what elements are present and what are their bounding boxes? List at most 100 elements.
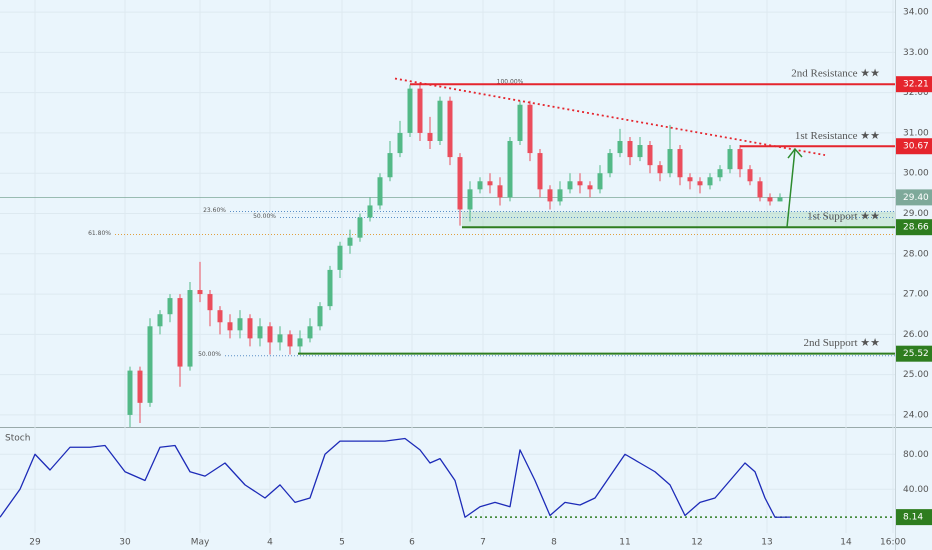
candle-body xyxy=(437,100,443,141)
candle-body xyxy=(217,310,223,323)
candle-body xyxy=(127,370,133,415)
y-tick-label: 26.00 xyxy=(903,330,929,340)
x-tick-label: 14 xyxy=(840,538,852,548)
candle-body xyxy=(287,334,293,347)
stoch-title: Stoch xyxy=(5,434,30,444)
candle-body xyxy=(657,165,663,174)
stoch-line xyxy=(0,437,791,518)
candle-body xyxy=(227,322,233,331)
candle-body xyxy=(197,290,203,295)
candle-body xyxy=(597,173,603,190)
candle-body xyxy=(687,177,693,182)
candle-body xyxy=(567,181,573,190)
candle-body xyxy=(547,189,553,202)
y-tick-label: 33.00 xyxy=(903,48,929,58)
price-tag xyxy=(896,76,932,93)
candle-body xyxy=(467,189,473,210)
candle-body xyxy=(177,298,183,367)
y-tick-label: 40.00 xyxy=(903,485,929,495)
x-tick-label: 12 xyxy=(691,538,702,548)
x-tick-label: 8 xyxy=(551,538,557,548)
fib-label: 23.60% xyxy=(203,207,226,214)
candle-body xyxy=(337,245,343,270)
candle-body xyxy=(637,145,643,158)
candle-body xyxy=(187,290,193,367)
price-tag-label: 28.66 xyxy=(903,223,929,233)
candle-body xyxy=(587,185,593,190)
candle-body xyxy=(487,181,493,186)
candle-body xyxy=(757,181,763,198)
candle-body xyxy=(297,338,303,347)
y-tick-label: 80.00 xyxy=(903,450,929,460)
x-tick-label: 30 xyxy=(119,538,131,548)
x-tick-label: 13 xyxy=(761,538,772,548)
candle-body xyxy=(417,88,423,133)
fib-label: 100.00% xyxy=(497,79,524,86)
candle-body xyxy=(317,306,323,327)
candle-body xyxy=(427,132,433,141)
price-tag xyxy=(896,345,932,362)
candle-body xyxy=(607,153,613,174)
candle-body xyxy=(327,269,333,307)
y-tick-label: 29.00 xyxy=(903,209,929,219)
price-tag-label: 32.21 xyxy=(903,80,929,90)
candle-body xyxy=(517,104,523,141)
price-tag xyxy=(896,509,932,526)
y-tick-label: 31.00 xyxy=(903,128,929,138)
candle-body xyxy=(667,149,673,174)
candle-body xyxy=(247,318,253,339)
candle-body xyxy=(137,370,143,403)
x-tick-label: 11 xyxy=(619,538,630,548)
candle-body xyxy=(527,104,533,154)
price-tag-label: 29.40 xyxy=(903,193,929,203)
x-tick-label: 16:00 xyxy=(880,538,906,548)
price-tag-label: 25.52 xyxy=(903,349,929,359)
candle-body xyxy=(647,145,653,166)
candle-body xyxy=(267,326,273,343)
candle-body xyxy=(357,217,363,238)
arrow xyxy=(786,148,796,228)
candle-body xyxy=(537,153,543,190)
level-label: 2nd Resistance ★★ xyxy=(791,68,880,80)
fib-label: 61.80% xyxy=(88,230,111,237)
x-tick-label: 7 xyxy=(480,538,486,548)
candle-body xyxy=(347,237,353,246)
candle-body xyxy=(557,189,563,202)
candle-body xyxy=(447,100,453,158)
candle-body xyxy=(577,181,583,186)
candle-body xyxy=(277,334,283,343)
candle-body xyxy=(777,197,783,202)
x-tick-label: May xyxy=(191,538,210,548)
x-tick-label: 29 xyxy=(29,538,41,548)
price-tag xyxy=(896,219,932,236)
candle-body xyxy=(617,140,623,154)
x-tick-label: 5 xyxy=(339,538,345,548)
candle-body xyxy=(167,298,173,315)
y-tick-label: 34.00 xyxy=(903,8,929,18)
y-tick-label: 27.00 xyxy=(903,290,929,300)
candle-body xyxy=(237,318,243,331)
candle-body xyxy=(507,140,513,198)
candle-body xyxy=(477,181,483,190)
candle-body xyxy=(157,314,163,327)
y-tick-label: 32.00 xyxy=(903,88,929,98)
candle-body xyxy=(737,149,743,170)
y-tick-label: 24.00 xyxy=(903,410,929,420)
candle-body xyxy=(747,169,753,182)
candle-body xyxy=(457,157,463,210)
price-tag-label: 8.14 xyxy=(903,513,923,523)
level-label: 1st Resistance ★★ xyxy=(795,130,880,142)
candle-body xyxy=(397,132,403,154)
candle-body xyxy=(407,88,413,133)
fib-label: 50.00% xyxy=(253,213,276,220)
candle-body xyxy=(307,326,313,339)
candle-body xyxy=(717,169,723,178)
y-tick-label: 28.00 xyxy=(903,249,929,259)
price-tag-label: 30.67 xyxy=(903,142,929,152)
level-label: 2nd Support ★★ xyxy=(803,337,880,349)
candle-body xyxy=(367,205,373,218)
candle-body xyxy=(697,181,703,186)
candle-body xyxy=(767,197,773,202)
